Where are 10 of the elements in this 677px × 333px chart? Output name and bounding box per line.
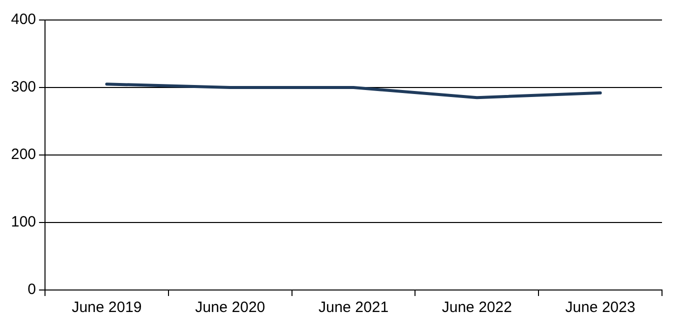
y-tick-label: 0 — [28, 281, 36, 298]
y-tick-label: 400 — [10, 11, 36, 28]
x-tick-label: June 2021 — [318, 299, 389, 316]
y-tick-label: 300 — [10, 78, 36, 96]
x-tick-label: June 2023 — [565, 299, 636, 316]
y-tick-label: 100 — [10, 214, 36, 231]
x-tick-label: June 2019 — [72, 299, 142, 316]
x-tick-label: June 2020 — [195, 299, 266, 316]
y-tick-label: 200 — [10, 146, 36, 164]
x-tick-label: June 2022 — [442, 299, 512, 316]
